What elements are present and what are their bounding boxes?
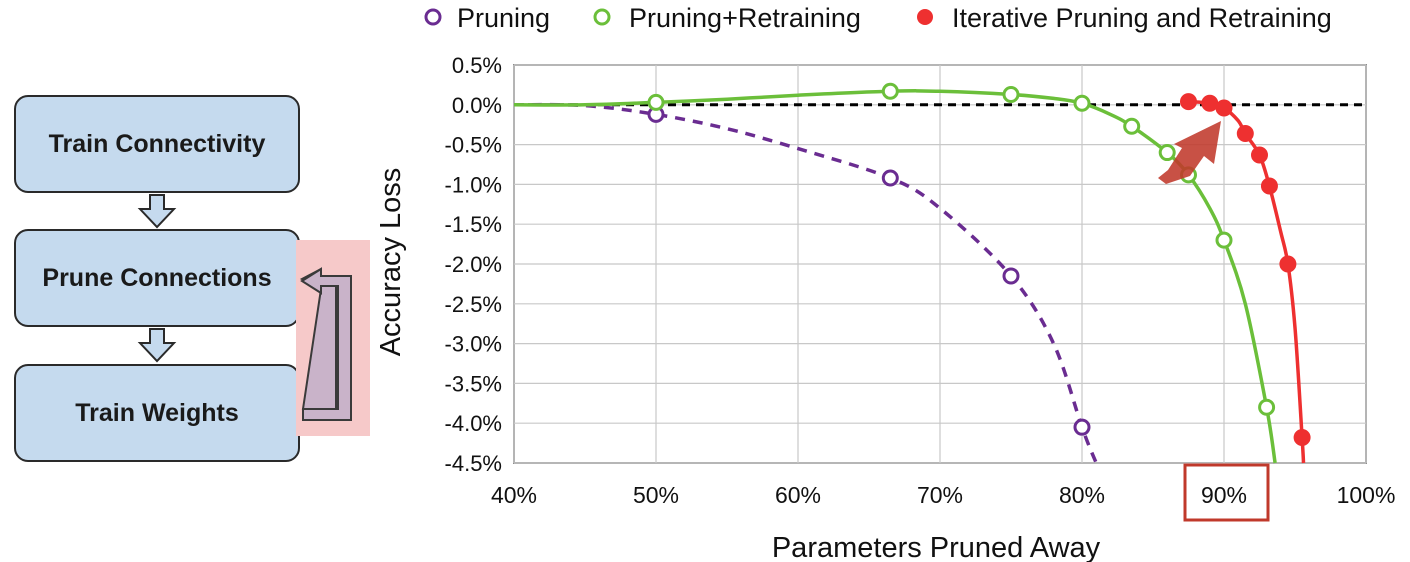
x-tick-label: 80% [1059, 482, 1105, 508]
data-point-pruning-retraining [1002, 85, 1020, 103]
legend-label-iterative: Iterative Pruning and Retraining [952, 3, 1332, 33]
x-axis-ticks: 40% 50% 60% 70% 80% 90% 100% [491, 482, 1395, 508]
y-tick-label: 0.5% [452, 53, 502, 78]
legend-label-pruning: Pruning [457, 3, 550, 33]
data-point-pruning-retraining [881, 82, 899, 100]
data-point-pruning-retraining [1215, 231, 1233, 249]
data-point-iterative-pruning-and-retraining [1215, 99, 1233, 117]
data-point-iterative-pruning-and-retraining [1260, 177, 1278, 195]
x-tick-label: 90% [1201, 482, 1247, 508]
x-tick-label: 40% [491, 482, 537, 508]
data-point-iterative-pruning-and-retraining [1201, 94, 1219, 112]
highlighted-tick-box [1183, 463, 1270, 522]
data-point-pruning-retraining [1073, 94, 1091, 112]
data-point-pruning [1002, 267, 1020, 285]
flow-step-label: Prune Connections [42, 263, 272, 292]
legend-label-pruning-retraining: Pruning+Retraining [629, 3, 861, 33]
y-tick-label: -3.0% [445, 332, 502, 357]
y-axis-ticks: 0.5% 0.0% -0.5% -1.0% -1.5% -2.0% -2.5% -3.0% -3… [445, 53, 502, 476]
y-tick-label: -3.5% [445, 371, 502, 396]
y-tick-label: -4.0% [445, 411, 502, 436]
data-point-iterative-pruning-and-retraining [1180, 93, 1197, 111]
data-point-pruning-retraining [1258, 398, 1276, 416]
flow-step-train-weights: Train Weights [14, 364, 300, 462]
data-point-iterative-pruning-and-retraining [1236, 124, 1254, 142]
y-tick-label: 0.0% [452, 93, 502, 118]
data-point-pruning [1073, 418, 1091, 436]
y-tick-label: -2.0% [445, 252, 502, 277]
x-tick-label: 50% [633, 482, 679, 508]
y-tick-label: -4.5% [445, 451, 502, 476]
legend-marker-iterative [917, 9, 933, 25]
x-tick-label: 70% [917, 482, 963, 508]
legend-marker-pruning [424, 8, 442, 26]
data-point-iterative-pruning-and-retraining [1293, 429, 1311, 447]
improvement-arrow [1158, 121, 1221, 184]
flow-arrow-2 [137, 328, 177, 363]
x-axis-label: Parameters Pruned Away [772, 532, 1101, 562]
data-point-pruning-retraining [1123, 117, 1141, 135]
flow-step-label: Train Connectivity [48, 129, 266, 158]
data-point-pruning-retraining [1158, 144, 1176, 162]
y-tick-label: -0.5% [445, 133, 502, 158]
y-tick-label: -1.5% [445, 212, 502, 237]
legend-marker-pruning-retraining [593, 8, 611, 26]
y-axis-label: Accuracy Loss [375, 168, 407, 357]
flow-step-prune-connections: Prune Connections [14, 229, 300, 327]
data-point-pruning-retraining [647, 93, 665, 111]
flow-step-train-connectivity: Train Connectivity [14, 95, 300, 193]
x-tick-label: 100% [1337, 482, 1396, 508]
flow-step-label: Train Weights [75, 398, 239, 427]
series-line-pruning-retraining [513, 89, 1277, 464]
flow-arrow-1 [137, 194, 177, 229]
x-tick-label: 60% [775, 482, 821, 508]
data-point-pruning [881, 169, 899, 187]
grid [513, 64, 1367, 464]
data-point-iterative-pruning-and-retraining [1279, 255, 1297, 273]
feedback-loop-arrow [300, 267, 352, 421]
y-tick-label: -2.5% [445, 292, 502, 317]
series-layer [513, 82, 1311, 464]
y-tick-label: -1.0% [445, 172, 502, 197]
legend: Pruning Pruning+Retraining Iterative Pru… [424, 3, 1332, 33]
data-point-iterative-pruning-and-retraining [1251, 146, 1268, 164]
